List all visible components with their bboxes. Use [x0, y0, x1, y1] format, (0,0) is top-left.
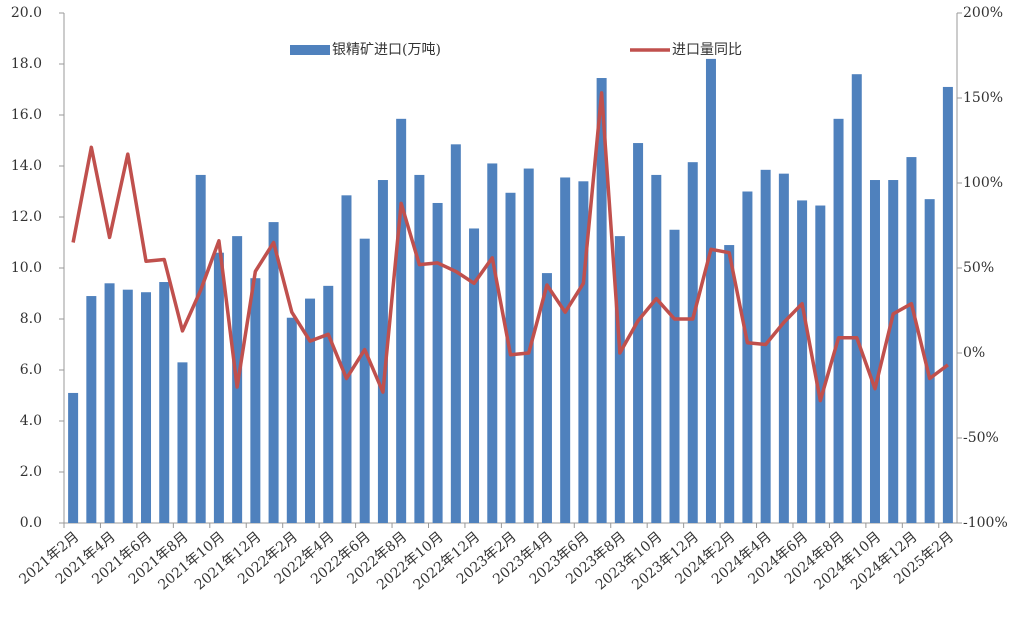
- bar: [705, 58, 716, 524]
- y2-tick-label: 150%: [963, 90, 1003, 106]
- bar: [359, 238, 370, 524]
- bar: [305, 298, 316, 523]
- y2-tick-label: -50%: [963, 430, 999, 446]
- bar: [578, 181, 589, 524]
- bar: [396, 118, 407, 523]
- bar: [614, 236, 625, 523]
- bar: [724, 245, 735, 524]
- bar: [414, 174, 425, 524]
- line: [71, 91, 949, 403]
- bar: [268, 222, 279, 523]
- legend-label: 银精矿进口(万吨): [332, 42, 441, 58]
- bar: [797, 200, 808, 524]
- bar: [286, 317, 297, 523]
- bar: [68, 392, 79, 523]
- y-tick-label: 14.0: [11, 158, 42, 174]
- legend-swatch: [290, 45, 330, 55]
- y2-tick-label: 200%: [963, 5, 1003, 21]
- bar: [633, 143, 644, 524]
- y-tick-label: 8.0: [20, 311, 42, 327]
- y2-tick-label: 0%: [963, 345, 985, 361]
- bar: [906, 157, 917, 523]
- y-tick-label: 16.0: [11, 107, 42, 123]
- bar: [159, 282, 170, 523]
- y-tick-label: 2.0: [20, 464, 42, 480]
- y-tick-label: 10.0: [11, 260, 42, 276]
- bar: [177, 362, 188, 523]
- bar: [377, 180, 388, 523]
- bar: [651, 174, 662, 524]
- legend-label: 进口量同比: [672, 42, 742, 58]
- bar: [815, 205, 826, 523]
- bar: [323, 285, 334, 523]
- y2-tick-label: 50%: [963, 260, 994, 276]
- bar: [869, 180, 880, 523]
- y-tick-label: 0.0: [20, 515, 42, 531]
- bar: [541, 273, 552, 523]
- bar: [86, 296, 97, 523]
- bar: [942, 86, 953, 523]
- bar: [596, 78, 607, 524]
- bar: [687, 162, 698, 524]
- bar: [341, 195, 352, 523]
- bar: [250, 278, 261, 523]
- bar: [833, 118, 844, 523]
- y-tick-label: 4.0: [20, 413, 42, 429]
- bar: [450, 144, 461, 523]
- y-tick-label: 12.0: [11, 209, 42, 225]
- bar: [560, 177, 571, 523]
- y2-tick-label: -100%: [963, 515, 1008, 531]
- y-tick-label: 20.0: [11, 5, 42, 21]
- bar: [742, 191, 753, 523]
- bar: [851, 74, 862, 523]
- bar: [432, 202, 443, 523]
- bar: [141, 292, 152, 523]
- bar: [924, 199, 935, 523]
- bar: [888, 180, 899, 523]
- bar: [505, 192, 516, 523]
- bar: [669, 229, 680, 523]
- y-tick-label: 6.0: [20, 362, 42, 378]
- bar: [469, 228, 480, 523]
- y2-tick-label: 100%: [963, 175, 1003, 191]
- bar: [487, 163, 498, 523]
- bar: [523, 168, 534, 524]
- bar: [104, 283, 115, 523]
- bar: [778, 173, 789, 523]
- bar: [213, 252, 224, 523]
- bar: [195, 174, 206, 524]
- bar: [760, 169, 771, 523]
- y-tick-label: 18.0: [11, 56, 42, 72]
- bar: [122, 289, 133, 523]
